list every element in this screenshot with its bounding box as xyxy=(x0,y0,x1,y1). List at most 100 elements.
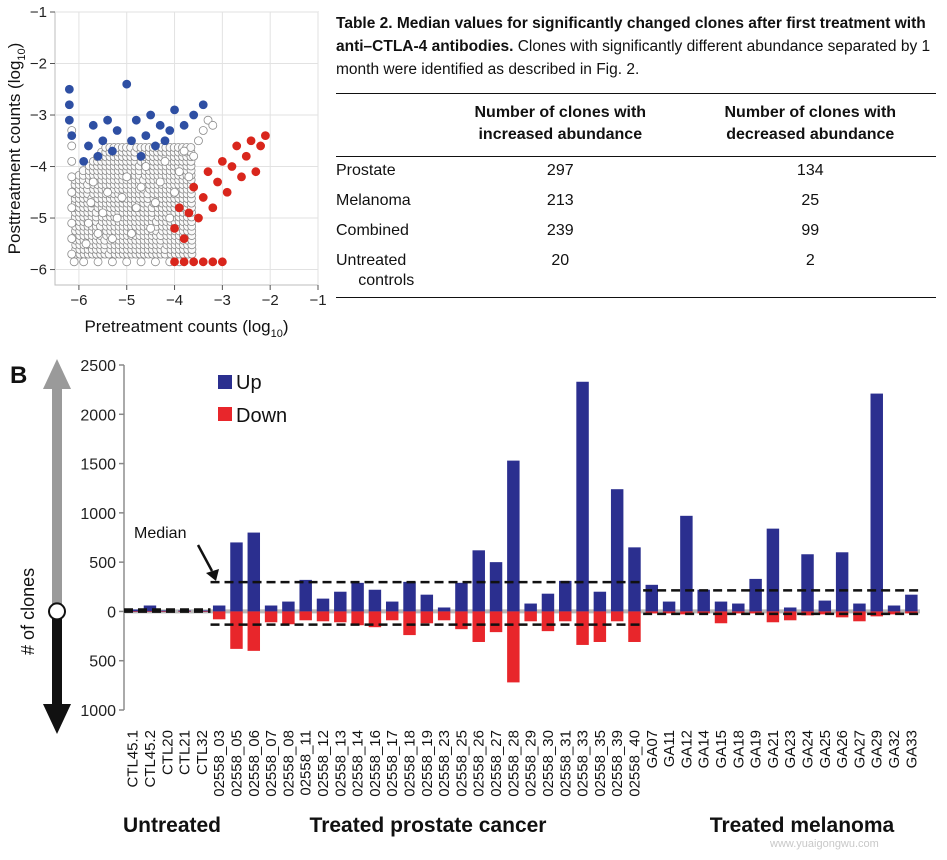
header-decreased: Number of clones with decreased abundanc… xyxy=(724,104,897,143)
scatter-point xyxy=(136,182,146,192)
bar-down-0255826 xyxy=(472,611,485,642)
scatter-point xyxy=(256,141,266,151)
scatter-point xyxy=(64,84,74,94)
table-row: Prostate 297 134 xyxy=(336,157,936,188)
category-label: GA24 xyxy=(800,730,817,768)
row-increased: 213 xyxy=(546,192,574,209)
category-label: 02558_08 xyxy=(280,730,297,797)
bar-down-ga25 xyxy=(818,611,832,615)
scatter-point xyxy=(127,229,136,238)
row-name: Combined xyxy=(336,222,409,239)
category-label: GA21 xyxy=(765,730,782,768)
scatter-point xyxy=(151,257,160,267)
scatter-point xyxy=(93,257,103,267)
category-label: 02558_30 xyxy=(540,730,557,797)
bar-down-0255830 xyxy=(541,611,555,632)
bar-up-0255811 xyxy=(299,579,312,612)
scatter-series xyxy=(170,131,270,267)
scatter-point xyxy=(84,218,93,228)
scatter-point xyxy=(203,167,213,177)
category-label: 02558_23 xyxy=(436,730,453,797)
scatter-point xyxy=(141,162,151,171)
scatter-point xyxy=(208,257,218,267)
scatter-point xyxy=(69,257,79,267)
clone-bar-chart: B 1000 500 0 500 1000 1500 2000 2500 # of clones C… xyxy=(10,358,920,837)
bar-down-0255819 xyxy=(420,611,434,624)
category-label: GA18 xyxy=(730,730,747,768)
scatter-point xyxy=(117,193,127,202)
category-label: GA25 xyxy=(817,730,834,768)
category-label: 02558_18 xyxy=(402,730,419,797)
bar-up-0255808 xyxy=(282,601,295,612)
row-decreased: 2 xyxy=(805,252,815,269)
scatter-point xyxy=(64,115,74,125)
scatter-point xyxy=(232,141,242,151)
bar-up-0255833 xyxy=(576,381,589,612)
scatter-point xyxy=(237,172,246,182)
bar-up-0255840 xyxy=(628,547,641,612)
bar-down-0255817 xyxy=(385,611,399,621)
category-label: 02558_03 xyxy=(211,730,228,797)
scatter-point xyxy=(88,120,98,130)
category-label: GA23 xyxy=(782,730,799,768)
scatter-point xyxy=(122,79,132,89)
category-label: 02558_13 xyxy=(332,730,349,797)
category-label: GA15 xyxy=(713,730,730,768)
down-bars xyxy=(126,611,918,683)
scatter-point xyxy=(88,177,98,187)
category-label: CTL45.2 xyxy=(142,730,159,788)
bar-up-ga21 xyxy=(766,528,780,612)
bar-down-0255831 xyxy=(559,611,572,622)
zero-marker xyxy=(48,602,66,621)
bar-up-0255806 xyxy=(247,532,261,612)
up-arrow-head xyxy=(43,359,71,389)
scatter-point xyxy=(198,100,208,110)
bar-up-0255813 xyxy=(334,591,347,612)
table-header-row: Number of clones with increased abundanc… xyxy=(336,93,936,157)
bar-down-ga32 xyxy=(887,611,901,615)
scatter-ytick-label: −3 xyxy=(30,107,47,124)
bar-down-ga11 xyxy=(662,611,676,614)
row-name: Prostate xyxy=(336,162,396,179)
table-2-block: Table 2. Median values for significantly… xyxy=(336,12,936,298)
bar-down-ga19 xyxy=(749,611,762,614)
bar-down-0255816 xyxy=(368,611,382,628)
scatter-point xyxy=(141,131,151,141)
scatter-xlabel-subscript: 10 xyxy=(271,328,283,340)
bar-down-0255828 xyxy=(507,611,520,683)
category-label: 02558_07 xyxy=(263,730,280,797)
row-decreased: 25 xyxy=(801,192,820,209)
bar-ytick-label: 500 xyxy=(89,555,116,572)
bar-ytick-label: 2000 xyxy=(80,407,116,424)
bar-ytick-label: 2500 xyxy=(80,358,116,375)
category-label: GA27 xyxy=(851,730,868,768)
bar-up-ga12 xyxy=(680,515,693,612)
bar-up-0255828 xyxy=(507,460,520,612)
scatter-point xyxy=(122,172,132,182)
bar-down-0255808 xyxy=(282,611,295,625)
scatter-point xyxy=(127,136,136,146)
scatter-point xyxy=(217,156,227,166)
scatter-point xyxy=(213,177,222,187)
bar-up-0255805 xyxy=(230,542,243,612)
scatter-cloud-point xyxy=(186,143,196,152)
scatter-point xyxy=(170,223,179,233)
group-label-melanoma: Treated melanoma xyxy=(710,814,895,837)
median-annotation-arrow xyxy=(196,544,214,572)
scatter-point xyxy=(174,167,184,177)
bar-up-ga19 xyxy=(749,578,762,612)
bar-down-0255818 xyxy=(403,611,416,636)
category-label: 02558_26 xyxy=(471,730,488,797)
scatter-point xyxy=(179,257,189,267)
category-label: 02558_17 xyxy=(384,730,401,797)
bar-down-0255813 xyxy=(334,611,347,623)
category-label: GA12 xyxy=(678,730,695,768)
header-increased: Number of clones with increased abundanc… xyxy=(474,104,647,143)
scatter-point xyxy=(174,203,184,213)
bar-up-ga11 xyxy=(662,601,676,612)
up-bars xyxy=(126,381,918,612)
bar-up-0255823 xyxy=(437,607,451,612)
scatter-point xyxy=(79,257,89,267)
scatter-point xyxy=(98,208,108,218)
category-label: GA11 xyxy=(661,730,678,767)
